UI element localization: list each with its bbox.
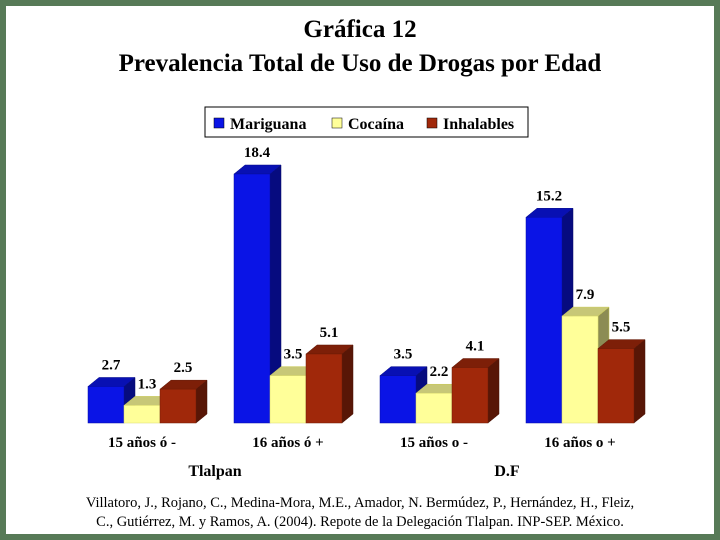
bar-3-2 bbox=[415, 392, 453, 424]
bar-3-1 bbox=[379, 375, 417, 424]
group-label-1: Tlalpan bbox=[188, 463, 241, 480]
citation-line-1: Villatoro, J., Rojano, C., Medina-Mora, … bbox=[85, 495, 635, 511]
legend-label-1: Mariguana bbox=[230, 116, 306, 133]
legend-label-2: Cocaína bbox=[348, 116, 404, 133]
bar-4-2 bbox=[561, 315, 599, 424]
group-label-2: D.F bbox=[494, 463, 520, 480]
legend-swatch-3 bbox=[426, 117, 438, 129]
x-tick-label-3: 15 años o - bbox=[400, 435, 468, 451]
data-label-4-3: 5.5 bbox=[612, 320, 631, 336]
data-label-2-1: 18.4 bbox=[244, 145, 271, 161]
data-label-1-3: 2.5 bbox=[174, 360, 193, 376]
bar-1-2 bbox=[123, 405, 161, 424]
bar-side-3-3 bbox=[487, 357, 500, 424]
x-tick-label-1: 15 años ó - bbox=[108, 435, 176, 451]
bar-3-3 bbox=[451, 367, 489, 424]
bar-side-2-3 bbox=[341, 344, 354, 424]
bar-2-1 bbox=[233, 173, 271, 424]
bar-4-1 bbox=[525, 217, 563, 424]
bar-side-4-3 bbox=[633, 339, 646, 424]
legend-label-3: Inhalables bbox=[443, 116, 514, 133]
chart-title-line-2: Prevalencia Total de Uso de Drogas por E… bbox=[118, 50, 602, 77]
bar-2-3 bbox=[305, 353, 343, 424]
bar-1-1 bbox=[87, 386, 125, 424]
citation-line-2: C., Gutiérrez, M. y Ramos, A. (2004). Re… bbox=[96, 514, 624, 530]
legend-swatch-2 bbox=[331, 117, 343, 129]
data-label-3-3: 4.1 bbox=[466, 339, 485, 355]
x-tick-label-2: 16 años ó + bbox=[252, 435, 323, 451]
legend-swatch-1 bbox=[213, 117, 225, 129]
data-label-4-2: 7.9 bbox=[576, 287, 595, 303]
legend-box bbox=[204, 106, 529, 138]
bar-1-3 bbox=[159, 388, 197, 424]
citation: Villatoro, J., Rojano, C., Medina-Mora, … bbox=[40, 494, 680, 532]
data-label-3-1: 3.5 bbox=[394, 347, 413, 363]
data-label-2-3: 5.1 bbox=[320, 325, 339, 341]
data-label-4-1: 15.2 bbox=[536, 188, 562, 204]
bar-2-2 bbox=[269, 375, 307, 424]
bar-4-3 bbox=[597, 348, 635, 424]
data-label-3-2: 2.2 bbox=[430, 364, 449, 380]
x-tick-label-4: 16 años o + bbox=[544, 435, 615, 451]
data-label-1-2: 1.3 bbox=[138, 376, 157, 392]
data-label-2-2: 3.5 bbox=[284, 347, 303, 363]
chart-title-line-1: Gráfica 12 bbox=[303, 16, 417, 43]
data-label-1-1: 2.7 bbox=[102, 357, 121, 373]
